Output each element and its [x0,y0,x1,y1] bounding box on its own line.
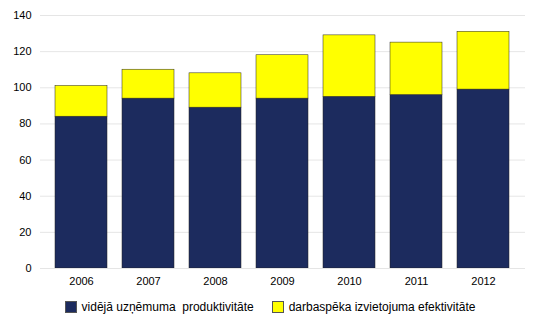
html-text:darbaspēka izvietojuma efektiv: darbaspēka izvietojuma efektivitāte [288,300,476,314]
svg-text:100: 100 [13,81,31,93]
svg-text:2007: 2007 [136,275,160,287]
svg-text:40: 40 [19,190,31,202]
svg-text:60: 60 [19,154,31,166]
svg-text:0: 0 [25,262,31,274]
svg-text:2012: 2012 [471,275,495,287]
svg-text:2006: 2006 [69,275,93,287]
svg-text:2010: 2010 [337,275,361,287]
svg-text:2011: 2011 [405,275,429,287]
svg-text:2008: 2008 [203,275,227,287]
svg-text:20: 20 [19,226,31,238]
html-text:vidējā uzņēmuma produktivitāte: vidējā uzņēmuma produktivitāte [81,300,254,314]
svg-text:120: 120 [13,45,31,57]
svg-text:80: 80 [19,117,31,129]
svg-text:140: 140 [13,9,31,21]
svg-text:2009: 2009 [270,275,294,287]
